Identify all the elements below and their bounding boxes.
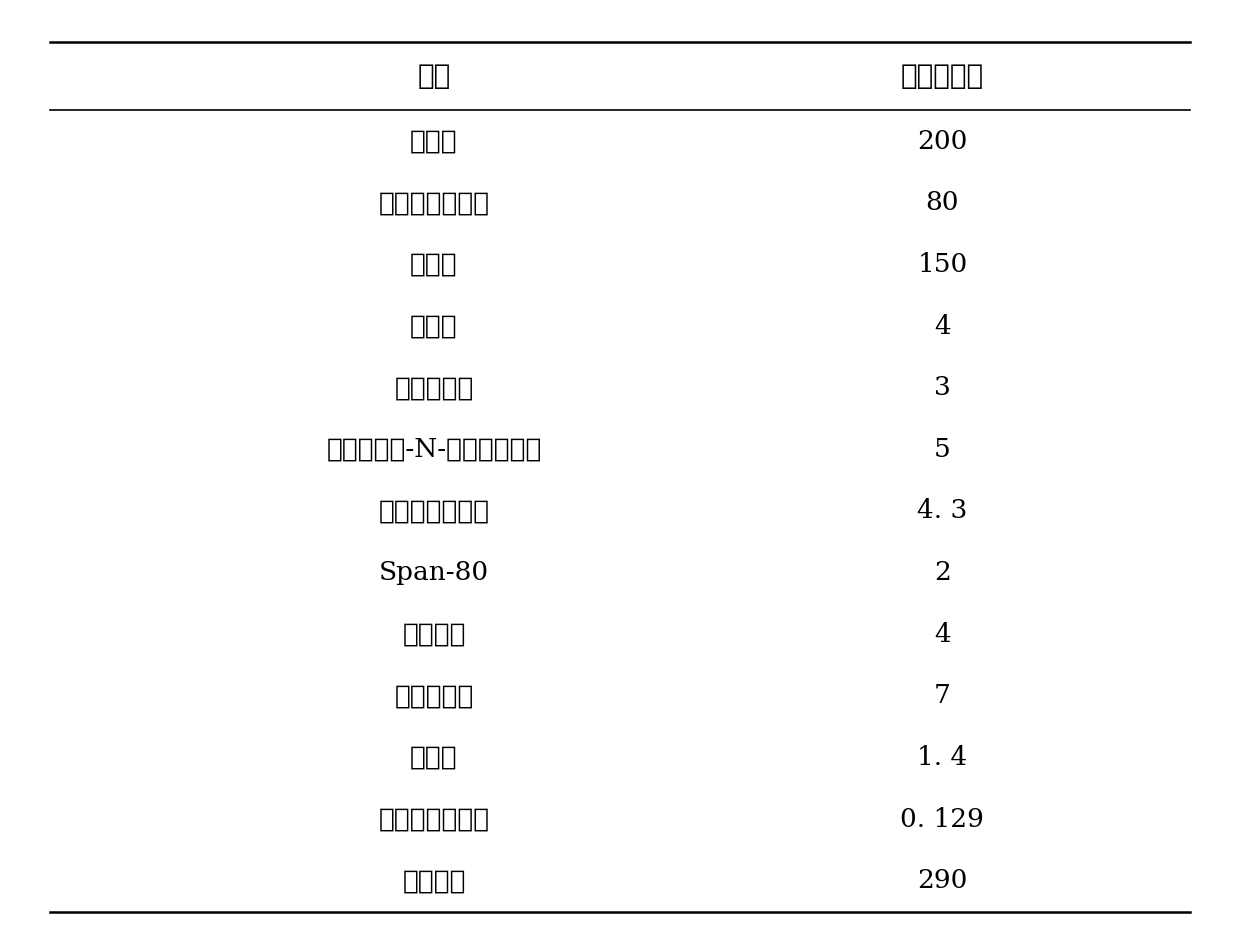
Text: 丁二烯: 丁二烯: [410, 252, 458, 277]
Text: 叔十二烷基硫醒: 叔十二烷基硫醒: [378, 807, 490, 831]
Text: 甲基丙烯酸: 甲基丙烯酸: [394, 375, 474, 400]
Text: 5: 5: [934, 437, 951, 462]
Text: 4. 3: 4. 3: [918, 498, 967, 524]
Text: 4: 4: [934, 313, 951, 338]
Text: 200: 200: [918, 129, 967, 153]
Text: 7: 7: [934, 683, 951, 709]
Text: 二乙烯基苯: 二乙烯基苯: [394, 683, 474, 709]
Text: 十二烷基硫酸钓: 十二烷基硫酸钓: [378, 498, 490, 524]
Text: 丙烯酸: 丙烯酸: [410, 313, 458, 338]
Text: 80: 80: [925, 191, 960, 215]
Text: 氯化钓: 氯化钓: [410, 745, 458, 770]
Text: 去离子水: 去离子水: [402, 869, 466, 893]
Text: 甲基丙烯酸甲酯: 甲基丙烯酸甲酯: [378, 191, 490, 215]
Text: 苯乙烯: 苯乙烯: [410, 129, 458, 153]
Text: 过硫酸鑶: 过硫酸鑶: [402, 622, 466, 647]
Text: 甲基丙烯酸-N-羟乙基氨乙酯: 甲基丙烯酸-N-羟乙基氨乙酯: [326, 437, 542, 462]
Text: Span-80: Span-80: [379, 560, 489, 585]
Text: 原料: 原料: [418, 64, 450, 90]
Text: 0. 129: 0. 129: [900, 807, 985, 831]
Text: 150: 150: [918, 252, 967, 277]
Text: 用量（份）: 用量（份）: [900, 64, 985, 90]
Text: 1. 4: 1. 4: [918, 745, 967, 770]
Text: 4: 4: [934, 622, 951, 647]
Text: 2: 2: [934, 560, 951, 585]
Text: 290: 290: [918, 869, 967, 893]
Text: 3: 3: [934, 375, 951, 400]
